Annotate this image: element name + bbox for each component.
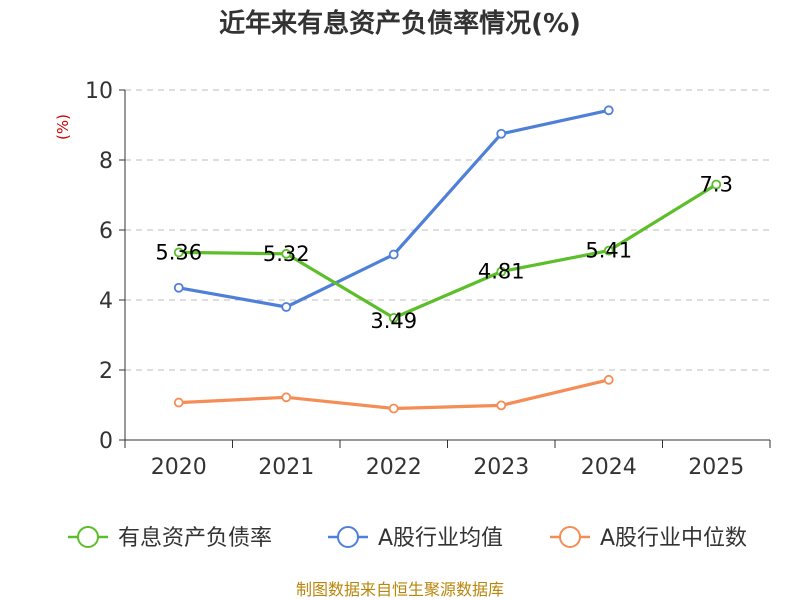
legend-item[interactable]: A股行业中位数: [550, 526, 747, 551]
legend-marker-icon: [337, 526, 359, 548]
data-label: 5.41: [585, 239, 632, 263]
axes: 0 2 4 6 8 10 2020 2021 2022 2023 2024 2025: [85, 79, 771, 480]
data-label: 5.32: [263, 242, 310, 266]
data-point[interactable]: [173, 397, 184, 408]
series-group: [173, 105, 722, 414]
series-line: [178, 108, 610, 309]
data-label: 4.81: [478, 260, 525, 284]
y-tick-label: 2: [99, 359, 113, 384]
data-label: 3.49: [370, 309, 417, 333]
data-point[interactable]: [388, 312, 399, 323]
y-tick-label: 4: [99, 289, 113, 314]
y-tick-label: 8: [99, 149, 113, 174]
x-tick-label: 2024: [581, 455, 637, 480]
series-line: [178, 183, 718, 320]
data-point[interactable]: [603, 105, 614, 116]
legend[interactable]: 有息资产负债率 A股行业均值 A股行业中位数: [68, 526, 747, 551]
y-axis-label: (%): [54, 114, 72, 140]
data-point[interactable]: [603, 374, 614, 385]
gridlines: [125, 89, 770, 371]
y-tick-label: 0: [99, 429, 113, 454]
data-point[interactable]: [496, 128, 507, 139]
y-tick-label: 6: [99, 219, 113, 244]
data-point[interactable]: [711, 179, 722, 190]
legend-item[interactable]: A股行业均值: [328, 526, 503, 551]
x-tick-label: 2021: [258, 455, 314, 480]
data-point[interactable]: [496, 400, 507, 411]
legend-label: 有息资产负债率: [118, 526, 272, 551]
x-tick-label: 2020: [151, 455, 207, 480]
data-point[interactable]: [173, 282, 184, 293]
data-point[interactable]: [388, 249, 399, 260]
data-point[interactable]: [496, 266, 507, 277]
x-tick-label: 2023: [473, 455, 529, 480]
legend-marker-icon: [77, 526, 99, 548]
data-labels: 5.36 5.32 3.49 4.81 5.41 7.3: [155, 173, 733, 333]
y-tick-label: 10: [85, 79, 113, 104]
data-label: 7.3: [700, 173, 733, 197]
data-point[interactable]: [173, 247, 184, 258]
legend-marker-icon: [559, 526, 581, 548]
legend-item[interactable]: 有息资产负债率: [68, 526, 272, 551]
data-point[interactable]: [281, 392, 292, 403]
chart-title: 近年来有息资产负债率情况(%): [219, 8, 581, 39]
data-point[interactable]: [281, 248, 292, 259]
source-note: 制图数据来自恒生聚源数据库: [296, 580, 504, 599]
legend-label: A股行业均值: [378, 526, 503, 551]
x-tick-label: 2022: [366, 455, 422, 480]
x-tick-label: 2025: [688, 455, 744, 480]
data-point[interactable]: [388, 403, 399, 414]
data-point[interactable]: [281, 302, 292, 312]
legend-label: A股行业中位数: [600, 526, 747, 551]
data-point[interactable]: [603, 245, 614, 256]
data-label: 5.36: [155, 240, 202, 264]
